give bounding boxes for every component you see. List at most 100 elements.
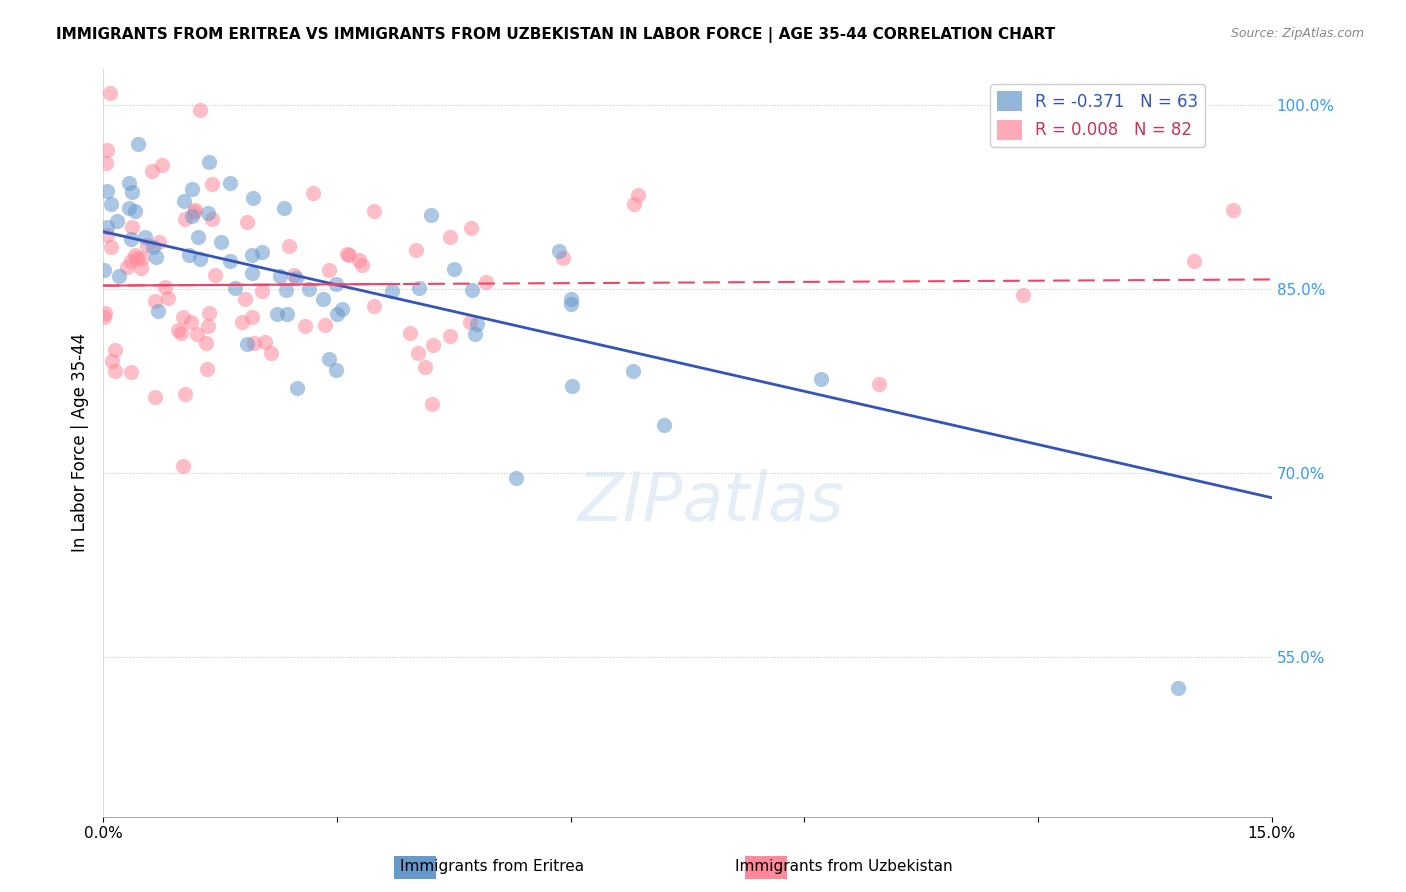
Immigrants from Eritrea [145,250,167,264]
Immigrants from Uzbekistan [336,246,359,260]
Text: Immigrants from Eritrea: Immigrants from Eritrea [401,859,583,874]
Immigrants from Uzbekistan [93,310,115,324]
Immigrants from Eritrea [325,277,347,291]
Immigrants from Eritrea [224,280,246,294]
Immigrants from Eritrea [180,209,202,223]
Legend: R = -0.371   N = 63, R = 0.008   N = 82: R = -0.371 N = 63, R = 0.008 N = 82 [990,85,1205,146]
Immigrants from Uzbekistan [623,196,645,211]
Immigrants from Uzbekistan [363,300,385,314]
Immigrants from Eritrea [148,303,170,318]
Immigrants from Uzbekistan [94,156,117,170]
Immigrants from Uzbekistan [283,268,305,282]
Immigrants from Uzbekistan [156,291,179,305]
Immigrants from Uzbekistan [198,305,221,319]
Immigrants from Uzbekistan [129,260,152,275]
Immigrants from Eritrea [443,261,465,276]
Immigrants from Uzbekistan [184,203,207,218]
Immigrants from Eritrea [621,364,644,378]
Immigrants from Uzbekistan [398,326,420,340]
Immigrants from Eritrea [548,244,571,259]
Immigrants from Eritrea [561,379,583,393]
Immigrants from Eritrea [93,263,115,277]
Immigrants from Uzbekistan [243,336,266,351]
Immigrants from Eritrea [209,235,232,249]
Text: ZIPatlas: ZIPatlas [578,469,844,535]
Immigrants from Eritrea [127,137,149,152]
Text: Source: ZipAtlas.com: Source: ZipAtlas.com [1230,27,1364,40]
Immigrants from Eritrea [285,271,308,285]
Immigrants from Uzbekistan [173,212,195,227]
Immigrants from Eritrea [96,219,118,234]
Immigrants from Uzbekistan [201,177,224,191]
Immigrants from Uzbekistan [314,318,336,332]
Immigrants from Eritrea [505,471,527,485]
Immigrants from Uzbekistan [318,262,340,277]
Immigrants from Uzbekistan [150,158,173,172]
Immigrants from Eritrea [269,269,291,284]
Immigrants from Eritrea [121,185,143,199]
Immigrants from Uzbekistan [337,248,360,262]
Immigrants from Uzbekistan [253,335,276,350]
Immigrants from Uzbekistan [120,365,142,379]
Immigrants from Uzbekistan [115,260,138,275]
Immigrants from Uzbekistan [183,204,205,219]
Immigrants from Uzbekistan [172,458,194,473]
Immigrants from Uzbekistan [363,203,385,218]
Immigrants from Eritrea [381,285,404,299]
Immigrants from Eritrea [190,252,212,267]
Immigrants from Eritrea [242,191,264,205]
Immigrants from Uzbekistan [155,280,177,294]
Immigrants from Eritrea [240,266,263,280]
Immigrants from Uzbekistan [294,319,316,334]
Immigrants from Uzbekistan [188,103,211,118]
Immigrants from Uzbekistan [201,212,224,227]
Immigrants from Eritrea [464,326,486,341]
Immigrants from Uzbekistan [96,228,118,243]
Immigrants from Uzbekistan [204,268,226,283]
Immigrants from Uzbekistan [1182,253,1205,268]
Immigrants from Uzbekistan [148,235,170,250]
Immigrants from Uzbekistan [868,377,890,392]
Immigrants from Uzbekistan [143,294,166,309]
Immigrants from Uzbekistan [231,315,253,329]
Immigrants from Uzbekistan [236,215,259,229]
Immigrants from Eritrea [236,337,259,351]
Immigrants from Eritrea [134,230,156,244]
Immigrants from Uzbekistan [100,240,122,254]
Immigrants from Uzbekistan [104,343,127,357]
Immigrants from Uzbekistan [125,251,148,265]
Immigrants from Eritrea [108,269,131,284]
Immigrants from Uzbekistan [460,220,482,235]
Immigrants from Uzbekistan [131,252,153,266]
Immigrants from Eritrea [276,307,298,321]
Immigrants from Uzbekistan [413,359,436,374]
Immigrants from Uzbekistan [420,397,443,411]
Immigrants from Uzbekistan [422,338,444,352]
Immigrants from Eritrea [325,363,347,377]
Immigrants from Eritrea [250,244,273,259]
Immigrants from Uzbekistan [98,86,121,100]
Immigrants from Eritrea [187,230,209,244]
Immigrants from Uzbekistan [406,346,429,360]
Immigrants from Uzbekistan [173,386,195,401]
Immigrants from Uzbekistan [141,164,163,178]
Immigrants from Uzbekistan [240,310,263,325]
Immigrants from Uzbekistan [301,186,323,200]
Immigrants from Eritrea [274,283,297,297]
Immigrants from Uzbekistan [170,326,193,340]
Immigrants from Eritrea [124,204,146,219]
Immigrants from Eritrea [118,176,141,190]
Immigrants from Eritrea [420,208,443,222]
Immigrants from Uzbekistan [120,254,142,268]
Immigrants from Uzbekistan [96,143,118,157]
Immigrants from Uzbekistan [167,323,190,337]
Immigrants from Eritrea [142,240,165,254]
Immigrants from Eritrea [408,281,430,295]
Immigrants from Eritrea [180,182,202,196]
Immigrants from Uzbekistan [277,239,299,253]
Immigrants from Uzbekistan [627,188,650,202]
Immigrants from Eritrea [100,197,122,211]
Immigrants from Uzbekistan [103,364,125,378]
Immigrants from Eritrea [179,248,201,262]
Immigrants from Eritrea [318,351,340,366]
